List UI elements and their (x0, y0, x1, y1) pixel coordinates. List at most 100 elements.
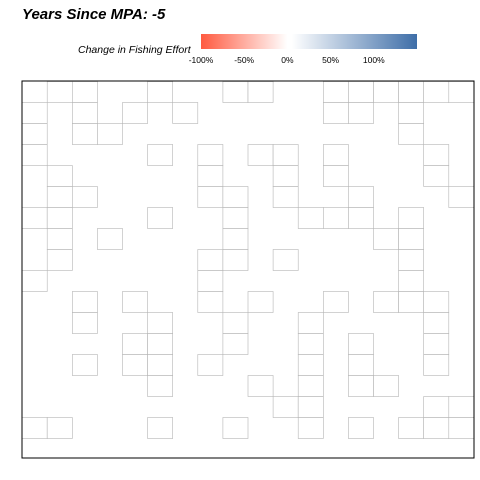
grid-cell (423, 312, 450, 334)
grid-cell (147, 207, 174, 229)
grid-cell (297, 375, 324, 397)
grid-cell (423, 396, 450, 418)
chart-title: Years Since MPA: -5 (22, 6, 166, 23)
grid-cell (21, 102, 48, 124)
grid-cell (72, 102, 98, 124)
grid-cell (72, 354, 98, 376)
grid-cell (348, 375, 374, 397)
grid-cell (21, 207, 48, 229)
grid-cell (373, 228, 399, 250)
grid-cell (197, 249, 224, 271)
color-scale-bar (201, 34, 417, 49)
grid-cell (348, 207, 374, 229)
grid-cell (72, 291, 98, 313)
grid-cell (147, 354, 174, 376)
grid-cell (373, 375, 399, 397)
grid-cell (21, 123, 48, 145)
grid-cell (322, 102, 349, 124)
grid-cell (448, 186, 475, 208)
legend-title: Change in Fishing Effort (78, 44, 191, 56)
grid-cell (448, 417, 475, 439)
grid-cell (46, 186, 73, 208)
grid-cell (222, 249, 249, 271)
grid-cell (272, 186, 299, 208)
grid-cell (197, 186, 224, 208)
grid-cell (46, 207, 73, 229)
grid-cell (272, 165, 299, 187)
grid-cell (348, 333, 374, 355)
grid-cell (322, 144, 349, 166)
grid-cell (247, 291, 274, 313)
grid-cell (448, 396, 475, 418)
grid-cell (222, 228, 249, 250)
grid-cell (147, 417, 174, 439)
grid-cell (122, 102, 148, 124)
grid-cell (72, 186, 98, 208)
grid-cell (398, 270, 425, 292)
grid-cell (197, 165, 224, 187)
grid-cell (122, 333, 148, 355)
grid-cell (297, 354, 324, 376)
grid-cell (423, 354, 450, 376)
grid-cell (348, 354, 374, 376)
grid-cell (398, 417, 425, 439)
grid-cell (172, 102, 199, 124)
grid-cell (72, 81, 98, 103)
grid-cell (222, 207, 249, 229)
grid-cell (21, 417, 48, 439)
grid-cell (222, 333, 249, 355)
grid-cell (398, 228, 425, 250)
grid-cell (197, 270, 224, 292)
grid-cell (46, 249, 73, 271)
grid-cell (322, 207, 349, 229)
grid-cell (197, 144, 224, 166)
grid-cell (46, 228, 73, 250)
panel-border (21, 80, 475, 459)
grid-cell (297, 396, 324, 418)
grid-cell (247, 375, 274, 397)
grid-cell (398, 81, 425, 103)
grid-cell (46, 81, 73, 103)
grid-cell (348, 81, 374, 103)
grid-cell (247, 81, 274, 103)
grid-cell (197, 354, 224, 376)
grid-cell (222, 312, 249, 334)
grid-cell (147, 375, 174, 397)
grid-cell (398, 207, 425, 229)
grid-cell (322, 291, 349, 313)
grid-cell (398, 249, 425, 271)
grid-cell (398, 123, 425, 145)
grid-cell (97, 123, 123, 145)
grid-cell (297, 207, 324, 229)
grid-cell (147, 312, 174, 334)
grid-cell (448, 81, 475, 103)
grid-cell (322, 165, 349, 187)
grid-cell (197, 291, 224, 313)
grid-cell (21, 270, 48, 292)
grid-cell (322, 81, 349, 103)
grid-cell (222, 81, 249, 103)
grid-cell (373, 291, 399, 313)
grid-cell (297, 417, 324, 439)
grid-cell (272, 144, 299, 166)
grid-cell (272, 249, 299, 271)
grid-cell (147, 81, 174, 103)
grid-cell (348, 102, 374, 124)
grid-cell (122, 291, 148, 313)
grid-cell (423, 333, 450, 355)
grid-cell (222, 186, 249, 208)
grid-cell (423, 417, 450, 439)
grid-cell (423, 165, 450, 187)
grid-cell (147, 333, 174, 355)
grid-cell (423, 291, 450, 313)
grid-cell (147, 144, 174, 166)
grid-cell (247, 144, 274, 166)
grid-cell (122, 354, 148, 376)
grid-cell (348, 186, 374, 208)
grid-cell (46, 417, 73, 439)
grid-cell (423, 81, 450, 103)
grid-cell (72, 312, 98, 334)
grid-cell (21, 144, 48, 166)
grid-cell (398, 102, 425, 124)
